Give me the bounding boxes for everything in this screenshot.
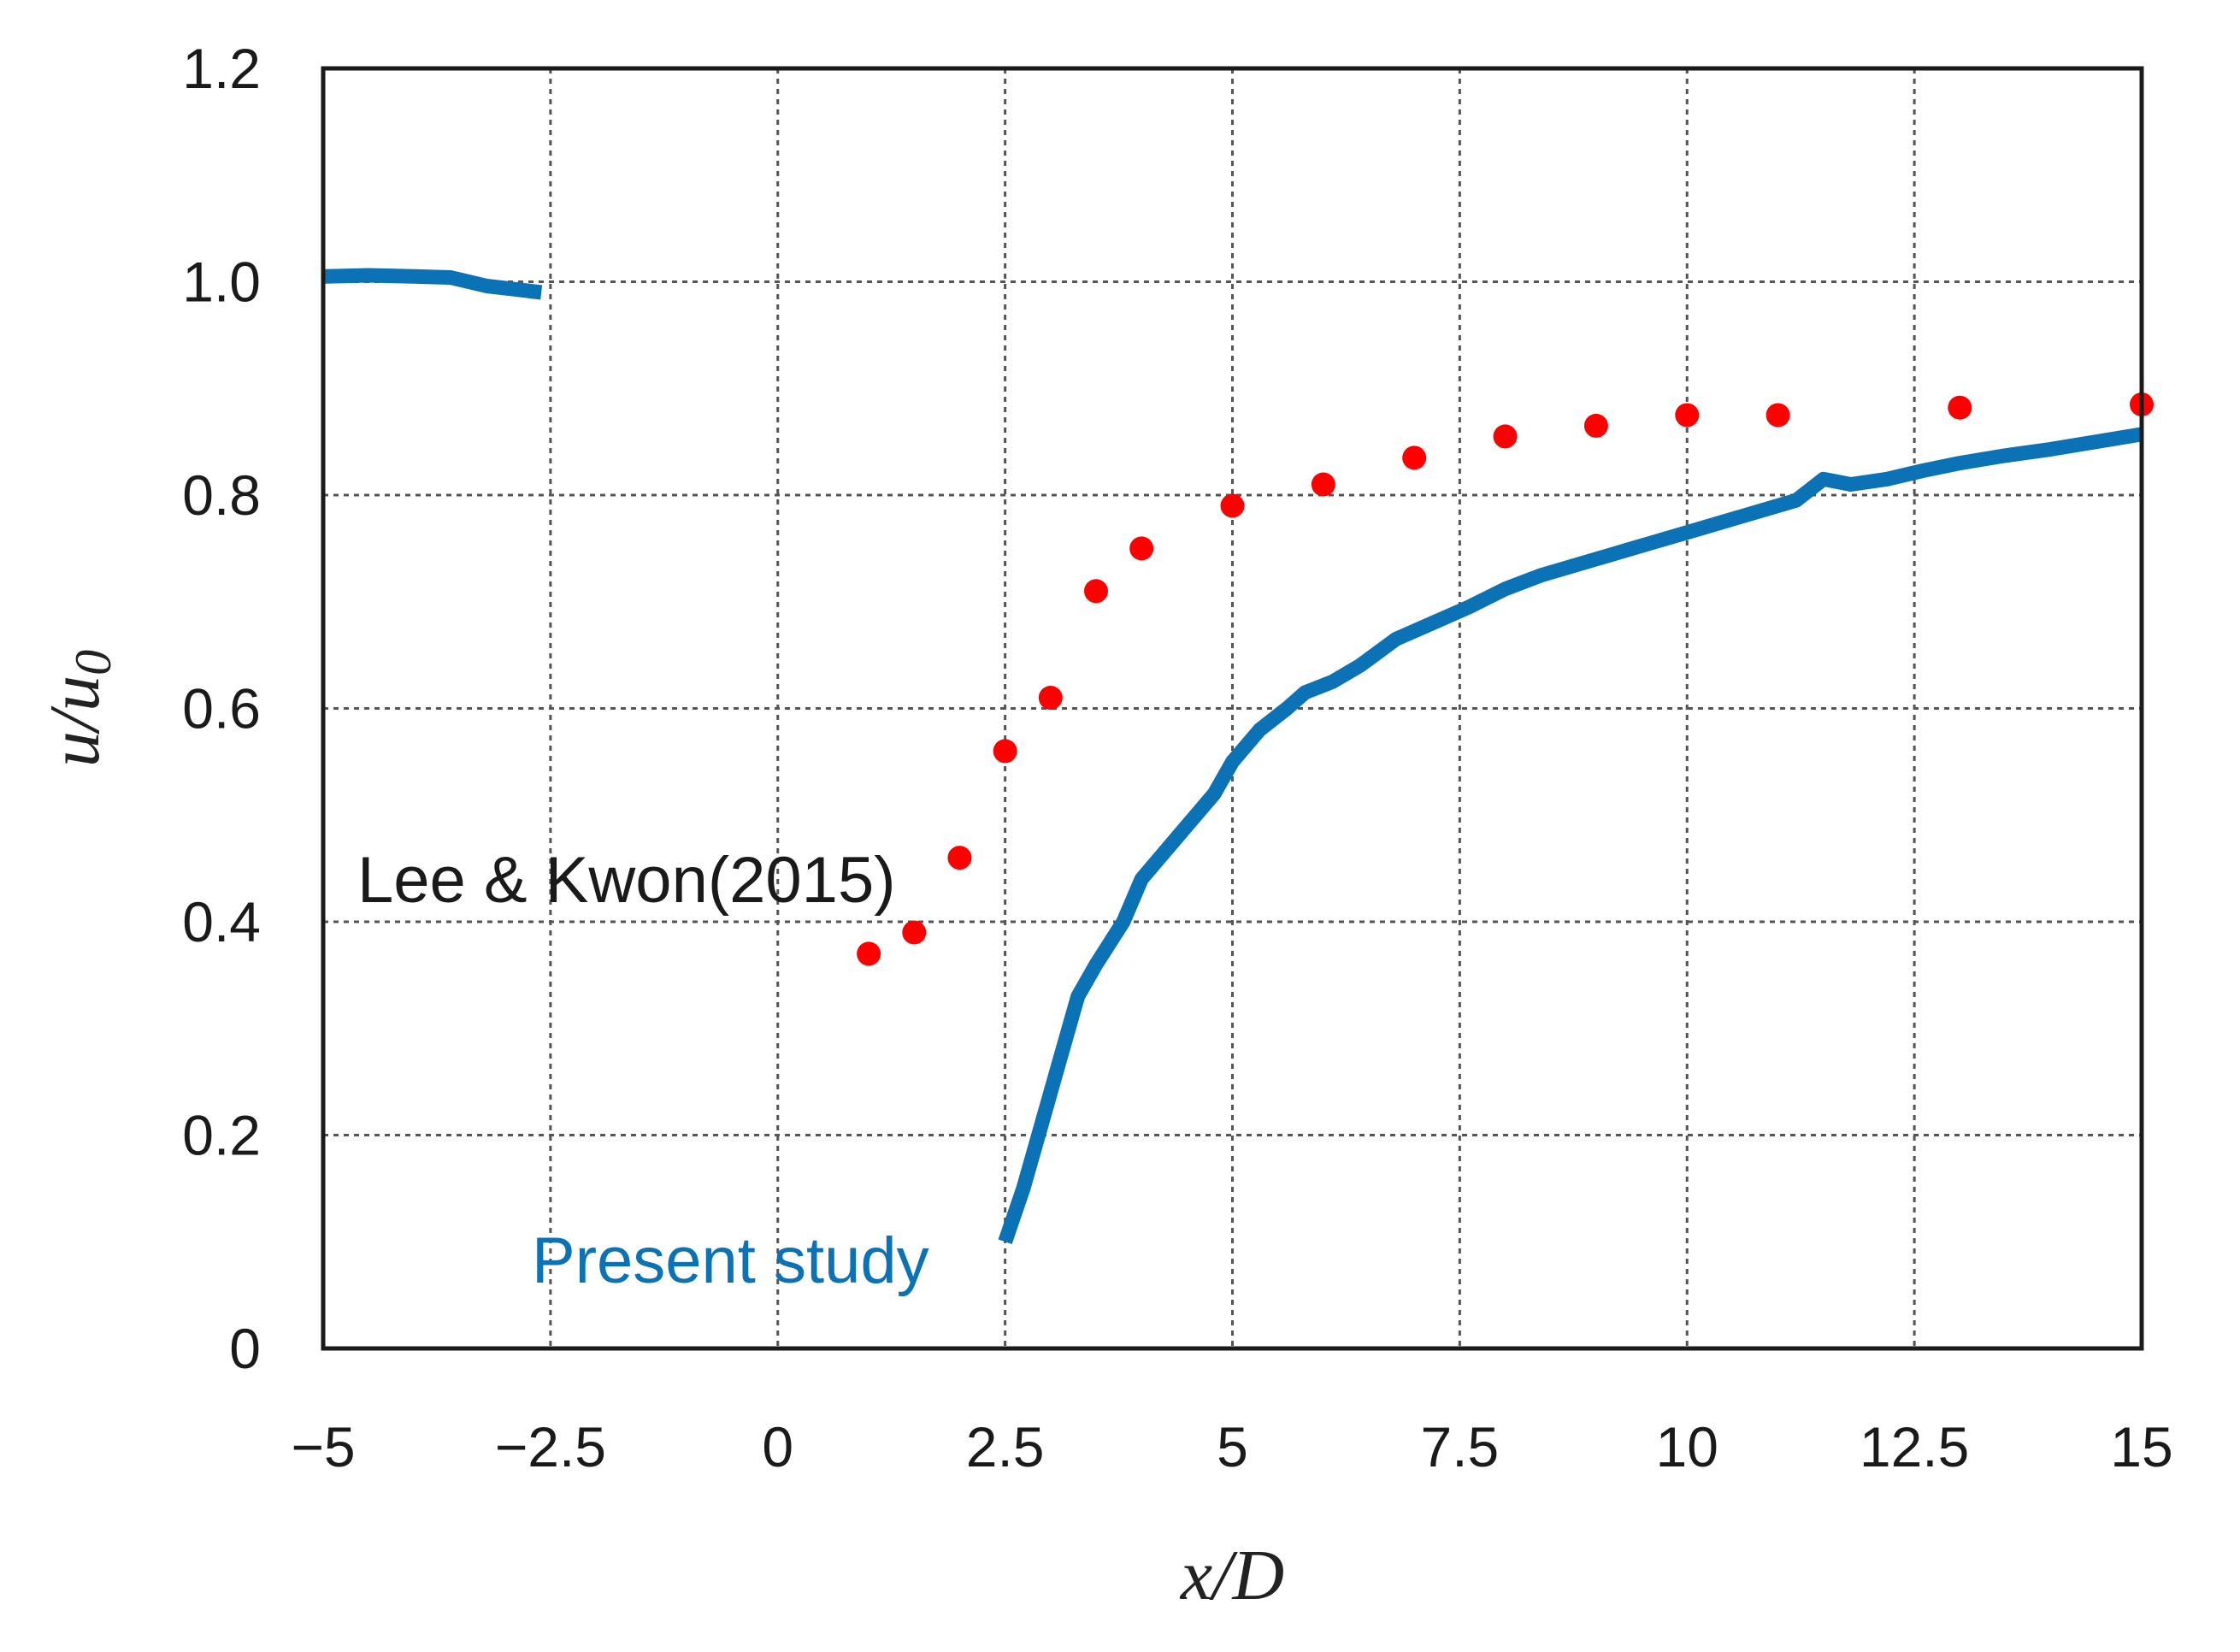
plot-series	[322, 268, 2154, 1245]
lee-kwon-point	[857, 941, 881, 966]
lee-kwon-point	[1038, 686, 1063, 711]
y-tick-label: 0	[229, 1317, 261, 1380]
lee-kwon-point	[1493, 424, 1518, 449]
x-tick-label: 5	[1217, 1415, 1248, 1478]
y-tick-label: 0.8	[182, 463, 261, 527]
lee-kwon-point	[1129, 536, 1154, 561]
annotation-lee-kwon: Lee & Kwon(2015)	[357, 844, 896, 917]
x-tick-label: −5	[291, 1415, 355, 1478]
lee-kwon-point	[1583, 413, 1608, 438]
lee-kwon-point	[1765, 403, 1790, 428]
present-study-line	[998, 427, 2143, 1245]
lee-kwon-point	[947, 846, 972, 870]
y-tick-label: 0.4	[182, 890, 261, 953]
x-axis-label: x/D	[1179, 1536, 1284, 1615]
x-tick-label: −2.5	[495, 1415, 606, 1478]
lee-kwon-point	[1083, 579, 1108, 604]
lee-kwon-point	[1675, 403, 1700, 428]
present-study-line	[322, 268, 543, 300]
grid-lines	[323, 68, 2142, 1348]
y-tick-label: 1.2	[182, 37, 261, 100]
x-tick-label: 12.5	[1860, 1415, 1969, 1478]
y-tick-label: 1.0	[182, 251, 261, 314]
x-tick-label: 0	[762, 1415, 793, 1478]
x-tick-label: 15	[2110, 1415, 2172, 1478]
y-axis-label-main: u/u	[35, 676, 115, 767]
lee-kwon-point	[902, 920, 927, 945]
x-tick-label: 2.5	[966, 1415, 1045, 1478]
y-tick-label: 0.6	[182, 677, 261, 740]
x-tick-label: 7.5	[1421, 1415, 1500, 1478]
y-axis-label: u/u0	[35, 650, 121, 767]
lee-kwon-point	[1402, 445, 1427, 470]
lee-kwon-point	[993, 739, 1017, 764]
lee-kwon-point	[1311, 472, 1335, 497]
lee-kwon-point	[1220, 493, 1245, 518]
plot-frame	[321, 66, 2144, 1351]
y-tick-label: 0.2	[182, 1104, 261, 1167]
annotation-present-study: Present study	[532, 1224, 929, 1297]
x-tick-label: 10	[1656, 1415, 1718, 1478]
lee-kwon-point	[1948, 395, 1972, 420]
x-axis-ticks: −5 −2.5 0 2.5 5 7.5 10 12.5 15	[291, 1415, 2172, 1478]
y-axis-ticks: 0 0.2 0.4 0.6 0.8 1.0 1.2	[182, 37, 261, 1380]
y-axis-label-subscript: 0	[65, 650, 121, 676]
